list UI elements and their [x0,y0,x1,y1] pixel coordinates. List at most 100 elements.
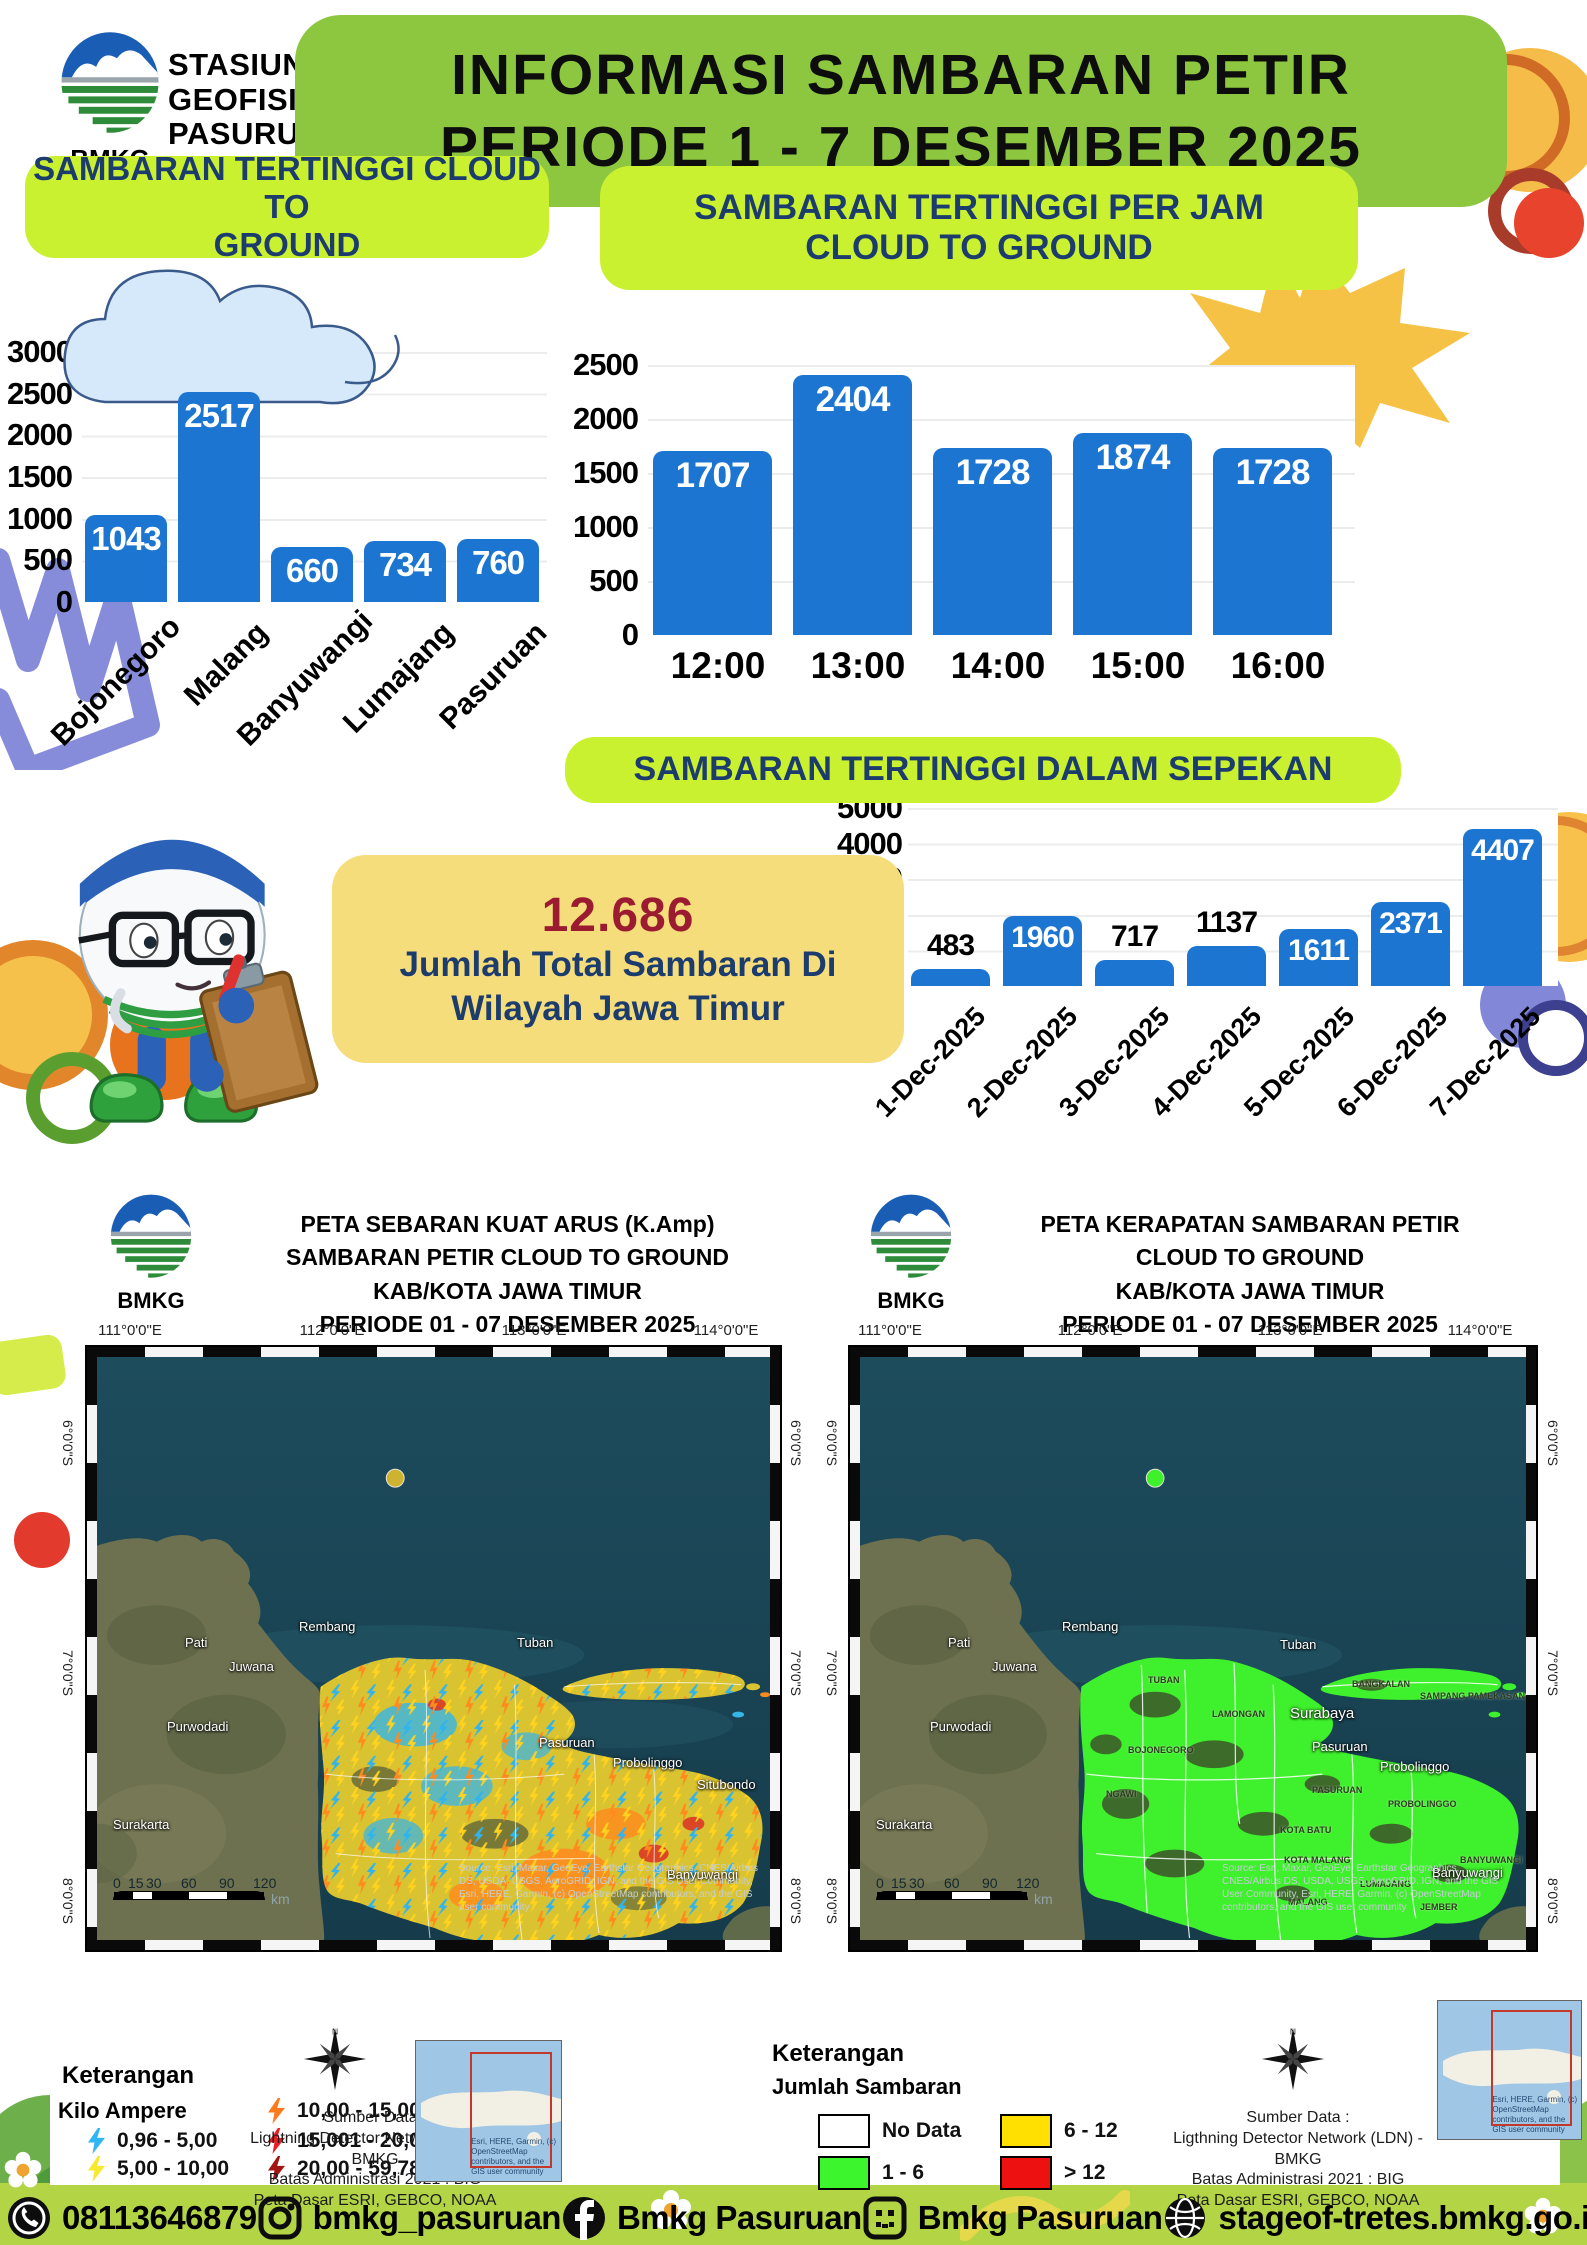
right-map-data-source: Sumber Data : Ligthning Detector Network… [1173,2109,1423,2210]
flower-decoration-3 [1522,2196,1564,2238]
chart2-bar-13: 2404 [793,375,912,635]
chart1-y-axis: 3000 2500 2000 1500 1000 500 0 [7,334,73,619]
left-map-canvas: Pati Juwana Rembang Purwodadi Surakarta … [97,1357,770,1940]
left-map-lon-114: 114°0'0"E [693,1322,759,1339]
right-map-legend: Keterangan Jumlah Sambaran No Data 1 - 6… [760,1990,1560,2209]
chart3-x-labels: 1-Dec-2025 2-Dec-2025 3-Dec-2025 4-Dec-2… [869,1001,1547,1124]
legend-box-yellow [1000,2114,1052,2148]
chart3-title-bubble: SAMBARAN TERTINGGI DALAM SEPEKAN [565,737,1401,803]
bolt-icon-yellow [88,2156,105,2182]
left-map: Pati Juwana Rembang Purwodadi Surakarta … [85,1345,782,1952]
chart1-bar-lumajang: 734 [364,541,446,602]
chart2-bar-15: 1874 [1073,433,1192,635]
facebook-icon [561,2195,607,2241]
right-map-lon-113: 113°0'0"E [1257,1322,1323,1339]
chart2-bar-14: 1728 [933,448,1052,635]
total-strikes-caption-line1: Jumlah Total Sambaran Di [399,944,837,984]
chart1-bar-pasuruan: 760 [457,539,539,602]
right-map-lat-6s-r: 6°0'0"S [1545,1420,1561,1466]
chart2-x-labels: 12:00 13:00 14:00 15:00 16:00 [670,645,1326,686]
chart3-bars: 483 1960 717 1137 1611 2371 4407 [908,808,1558,986]
flower-decoration-2 [2,2150,44,2192]
decoration-yellow-swoosh [960,2178,1130,2244]
left-map-title: PETA SEBARAN KUAT ARUS (K.Amp) SAMBARAN … [286,1211,729,1338]
footer-contacts: 08113646879 bmkg_pasuruan Bmkg Pasuruan [0,2192,1587,2244]
footer-website[interactable]: stageof-tretes.bmkg.go.id [1162,2195,1587,2241]
chart3-bar-6dec: 2371 [1371,902,1450,986]
footer-whatsapp[interactable]: 08113646879 [6,2195,257,2241]
left-map-lat-6s-l: 6°0'0"S [60,1420,76,1466]
decoration-red-dot [14,1512,70,1568]
svg-text:N: N [1290,2026,1296,2036]
legend-box-red [1000,2156,1052,2190]
left-map-lat-8s-r: 8°0'0"S [788,1878,804,1924]
page-title-line1: INFORMASI SAMBARAN PETIR [451,43,1351,107]
footer-facebook[interactable]: Bmkg Pasuruan [561,2195,862,2241]
mascot-illustration [20,825,335,1140]
chart2-bars: 1707 2404 1728 1874 1728 [648,365,1355,635]
right-map-lat-8s-l: 8°0'0"S [824,1878,840,1924]
left-map-inset: Esri, HERE, Garmin, (c) OpenStreetMap co… [415,2040,562,2182]
footer-youtube[interactable]: Bmkg Pasuruan [862,2195,1163,2241]
chart1-bar-bojonegoro: 1043 [85,515,167,602]
total-strikes-value: 12.686 [541,888,695,942]
chart1-bars: 1043 2517 660 734 760 [82,352,547,602]
right-map-source-text: Source: Esri, Maxar, GeoEye, Earthstar G… [1222,1863,1499,1913]
right-map-logo: BMKG [868,1192,954,1314]
youtube-icon [862,2195,908,2241]
chart2-bar-12: 1707 [653,451,772,635]
chart3-bar-5dec: 1611 [1279,929,1358,986]
left-map-source-text: Source: Esri, Maxar, GeoEye, Earthstar G… [459,1863,759,1913]
footer-instagram[interactable]: bmkg_pasuruan [257,2195,561,2241]
legend-box-green [818,2156,870,2190]
chart1-bar-banyuwangi: 660 [271,547,353,602]
right-map-lon-111: 111°0'0"E [858,1322,922,1339]
total-strikes-caption-line2: Wilayah Jawa Timur [451,988,785,1028]
chart1-bar-malang: 2517 [178,392,260,602]
chart3-bar-3dec: 717 [1095,920,1174,986]
chart1-title-bubble: SAMBARAN TERTINGGI CLOUD TO GROUND [25,150,549,263]
right-map-canvas: Pati Juwana Rembang Purwodadi Surakarta … [860,1357,1526,1940]
left-map-lat-6s-r: 6°0'0"S [788,1420,804,1466]
right-map-lat-7s-l: 7°0'0"S [824,1650,840,1696]
left-map-lat-7s-r: 7°0'0"S [788,1650,804,1696]
left-map-lon-112: 112°0'0"E [299,1322,365,1339]
instagram-icon [257,2195,303,2241]
right-map-scale-bar: 0 15 30 60 90 120 km [876,1875,1053,1907]
sun-decoration [1150,238,1480,448]
bolt-icon-blue [88,2128,105,2154]
decoration-lime-strip [0,1333,68,1397]
left-map-legend: Keterangan Kilo Ampere 0,96 - 5,00 5,00 … [50,1990,785,2209]
left-map-scale-bar: 0 15 30 60 90 120 km [113,1875,290,1907]
right-map-lon-114: 114°0'0"E [1447,1322,1513,1339]
right-map-inset: Esri, HERE, Garmin, (c) OpenStreetMap co… [1437,2000,1582,2140]
compass-rose-icon-right: N [1260,2026,1326,2092]
left-map-lon-111: 111°0'0"E [98,1322,162,1339]
svg-text:N: N [332,2026,338,2036]
decoration-red-circle [1514,188,1584,258]
right-map: Pati Juwana Rembang Purwodadi Surakarta … [848,1345,1538,1952]
globe-icon [1162,2195,1208,2241]
left-map-lat-8s-l: 8°0'0"S [60,1878,76,1924]
cloud-decoration [45,222,420,427]
chart1-x-labels: Bojonegoro Malang Banyuwangi Lumajang Pa… [44,604,554,753]
right-map-lat-8s-r: 8°0'0"S [1545,1878,1561,1924]
chart3-bar-4dec: 1137 [1187,906,1266,986]
chart2-y-axis: 2500 2000 1500 1000 500 0 [573,347,639,652]
right-map-lat-7s-r: 7°0'0"S [1545,1650,1561,1696]
flower-decoration-1 [648,2188,694,2234]
total-strikes-box: 12.686 Jumlah Total Sambaran Di Wilayah … [332,855,904,1063]
left-map-logo: BMKG [108,1192,194,1314]
right-map-lon-112: 112°0'0"E [1057,1322,1123,1339]
compass-rose-icon: N [302,2026,368,2092]
left-map-lon-113: 113°0'0"E [501,1322,567,1339]
chart2-bar-16: 1728 [1213,448,1332,635]
right-map-lat-6s-l: 6°0'0"S [824,1420,840,1466]
whatsapp-icon [6,2195,52,2241]
legend-box-nodata [818,2114,870,2148]
decoration-navy-ring [1518,1000,1587,1076]
chart2-title-bubble: SAMBARAN TERTINGGI PER JAM CLOUD TO GROU… [600,166,1358,290]
left-map-lat-7s-l: 7°0'0"S [60,1650,76,1696]
chart3-bar-2dec: 1960 [1003,916,1082,986]
